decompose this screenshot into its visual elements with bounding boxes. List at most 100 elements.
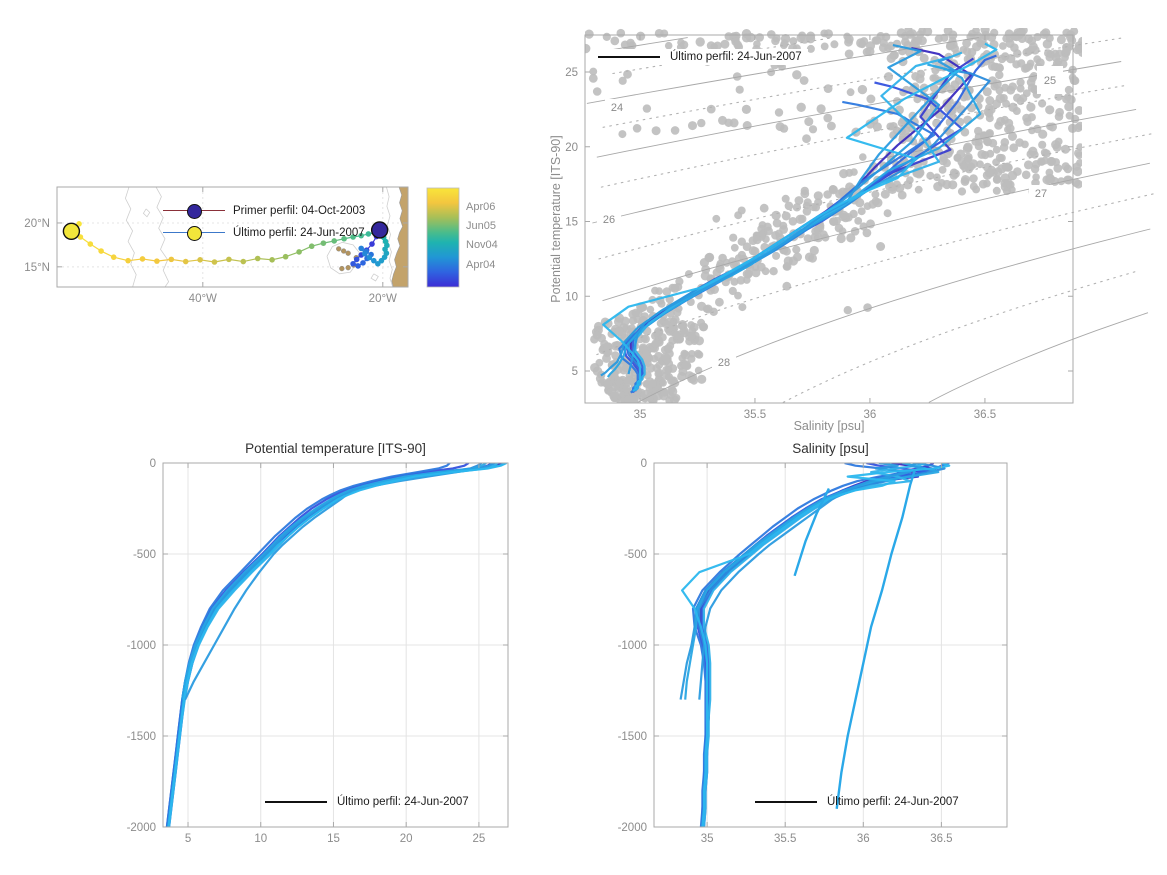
profile-position-dot [197, 257, 203, 263]
profile-position-dot [77, 234, 84, 240]
last-profile-line-icon [755, 801, 817, 803]
svg-text:36: 36 [864, 409, 877, 421]
svg-text:-2000: -2000 [618, 822, 647, 834]
profile-position-dot [76, 221, 82, 227]
last-profile-line-icon [265, 801, 327, 803]
profile-position-dot [365, 231, 372, 237]
svg-text:35.5: 35.5 [774, 833, 796, 845]
temp-legend-label: Último perfil: 24-Jun-2007 [337, 796, 469, 808]
profile-position-dot [110, 254, 117, 260]
contour-label: 25 [1044, 75, 1056, 87]
svg-text:15°N: 15°N [24, 262, 50, 274]
svg-text:-1500: -1500 [127, 731, 156, 743]
map-legend-last-label: Último perfil: 24-Jun-2007 [233, 227, 365, 239]
svg-text:15: 15 [565, 217, 578, 229]
profile-position-dot [366, 254, 373, 261]
profile-position-dot [358, 232, 365, 239]
profile-position-dot [308, 243, 315, 250]
colorbar-label-apr04: Apr04 [466, 259, 496, 271]
contour-label: 26 [603, 214, 615, 226]
profile-position-dot [168, 256, 175, 263]
profile-position-dot [369, 241, 375, 247]
svg-text:-500: -500 [133, 549, 156, 561]
svg-text:36.5: 36.5 [974, 409, 996, 421]
profile-position-dot [154, 258, 160, 264]
profile-position-dot [269, 257, 275, 263]
svg-text:35.5: 35.5 [744, 409, 766, 421]
svg-text:25: 25 [473, 833, 486, 845]
profile-position-dot [320, 240, 327, 246]
svg-text:-2000: -2000 [127, 822, 156, 834]
first-profile-marker-icon [163, 203, 225, 219]
profile-position-dot [362, 250, 368, 257]
profile-position-dot [331, 238, 338, 244]
svg-text:-1000: -1000 [618, 640, 647, 652]
profile-position-dot [211, 259, 218, 265]
svg-text:0: 0 [150, 458, 156, 470]
map-legend-entry-last: Último perfil: 24-Jun-2007 [163, 222, 365, 244]
svg-text:20: 20 [400, 833, 413, 845]
map-panel: 40°W 20°W 20°N 15°N [24, 186, 460, 305]
last-profile-marker [62, 222, 81, 240]
profile-position-dot [350, 260, 356, 267]
map-legend-entry-first: Primer perfil: 04-Oct-2003 [163, 200, 365, 222]
profile-position-dot [182, 258, 189, 265]
profile-position-dot [355, 263, 361, 269]
profile-position-dot [282, 253, 289, 260]
profile-position-dot [371, 257, 377, 264]
profile-position-dot [98, 248, 104, 254]
ts-xlabel: Salinity [psu] [793, 419, 865, 433]
sal-legend-label: Último perfil: 24-Jun-2007 [827, 796, 959, 808]
sal-legend: Último perfil: 24-Jun-2007 [753, 794, 965, 810]
ts-ylabel: Potential temperature [ITS-90] [549, 135, 563, 303]
svg-text:-1500: -1500 [618, 731, 647, 743]
profile-position-dot [254, 255, 261, 262]
svg-text:40°W: 40°W [189, 293, 217, 305]
last-profile-line-icon [598, 56, 660, 58]
svg-text:35: 35 [701, 833, 714, 845]
first-profile-marker [370, 221, 389, 239]
contour-label: 28 [718, 357, 730, 369]
ts-diagram-panel: 24 25 26 27 28 35 35.5 36 36.5 5 10 15 20 25 [565, 28, 1157, 421]
svg-text:5: 5 [185, 833, 191, 845]
temp-legend: Último perfil: 24-Jun-2007 [263, 794, 475, 810]
date-colorbar [426, 187, 460, 288]
sal-panel-title: Salinity [psu] [792, 441, 869, 456]
svg-text:20°N: 20°N [24, 218, 50, 230]
svg-text:15: 15 [327, 833, 340, 845]
profile-position-dot [296, 249, 302, 255]
temp-panel-title: Potential temperature [ITS-90] [245, 441, 426, 456]
svg-text:0: 0 [641, 458, 647, 470]
svg-text:36: 36 [857, 833, 870, 845]
profile-position-dot [350, 234, 356, 240]
colorbar-label-apr06: Apr06 [466, 201, 496, 213]
svg-text:-500: -500 [624, 549, 647, 561]
svg-text:35: 35 [634, 409, 647, 421]
contour-label: 24 [611, 102, 623, 114]
profile-position-dot [360, 260, 366, 266]
map-legend: Primer perfil: 04-Oct-2003 Último perfil… [163, 200, 365, 244]
profile-position-dot [139, 256, 146, 262]
colorbar-label-jun05: Jun05 [466, 220, 496, 232]
profile-position-dot [240, 258, 247, 265]
svg-text:10: 10 [254, 833, 267, 845]
last-profile-marker-icon [163, 225, 225, 241]
ts-legend-label: Último perfil: 24-Jun-2007 [670, 51, 802, 63]
ts-legend: Último perfil: 24-Jun-2007 [596, 49, 808, 65]
profile-position-dot [87, 241, 94, 247]
svg-text:20°W: 20°W [369, 293, 397, 305]
colorbar-label-nov04: Nov04 [466, 239, 498, 251]
temp-profile-panel: 5 10 15 20 25 0 -500 -1000 -1500 -2000 [127, 458, 509, 845]
profile-position-dot [358, 245, 365, 252]
svg-text:-1000: -1000 [127, 640, 156, 652]
svg-text:5: 5 [572, 366, 578, 378]
climatology-scatter [585, 28, 1082, 403]
svg-text:36.5: 36.5 [930, 833, 952, 845]
profile-position-dot [353, 256, 360, 263]
svg-text:25: 25 [565, 67, 578, 79]
ts-profiles [600, 42, 998, 394]
profile-position-dot [125, 257, 131, 264]
sal-profile-panel: 35 35.5 36 36.5 0 -500 -1000 -1500 -2000 [618, 458, 1008, 845]
